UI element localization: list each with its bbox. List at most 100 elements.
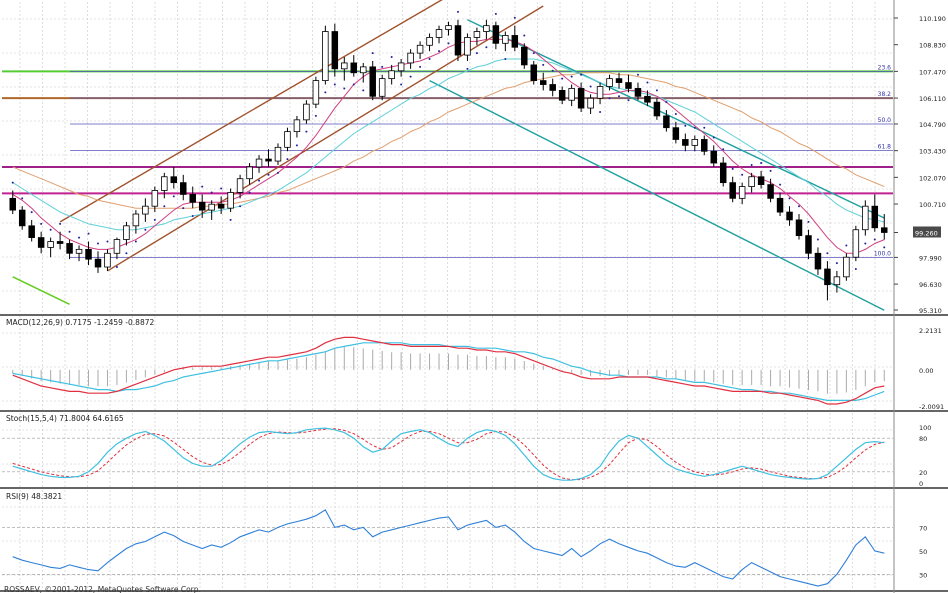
stochastic-tick-label: 100 — [919, 424, 931, 432]
moving-average-slow — [12, 72, 885, 209]
candle-body — [757, 176, 765, 186]
candle-body — [473, 31, 481, 38]
candle-body — [227, 192, 234, 209]
candle-body — [236, 178, 244, 193]
sar-dot — [816, 238, 819, 241]
sar-dot — [267, 173, 270, 176]
sar-dot — [78, 236, 81, 239]
candle-body — [397, 62, 405, 72]
candle-body — [246, 166, 253, 180]
candle-body — [132, 213, 140, 227]
sar-dot — [769, 169, 772, 172]
stochastic-main-line — [12, 427, 885, 481]
sar-dot — [21, 197, 24, 200]
current-price-badge — [913, 226, 941, 238]
candle-body — [37, 237, 45, 248]
sar-dot — [599, 110, 602, 113]
macd-panel — [12, 336, 885, 405]
fibonacci-label: 100.0 — [874, 250, 891, 257]
sar-dot — [798, 205, 801, 208]
moving-average-mid — [12, 58, 885, 231]
sar-dot — [779, 183, 782, 186]
candle-body — [208, 203, 215, 211]
fibonacci-label: 38.2 — [878, 91, 892, 98]
sar-dot — [87, 232, 90, 235]
candle-body — [530, 64, 538, 81]
candle-body — [805, 235, 812, 254]
sar-dot — [589, 85, 592, 88]
candle-body — [881, 227, 888, 233]
candle-body — [596, 86, 604, 99]
price-tick-label: 108.830 — [919, 42, 946, 50]
sar-dot — [163, 205, 166, 208]
sar-dot — [845, 244, 848, 247]
sar-dot — [153, 218, 156, 221]
sar-dot — [504, 58, 507, 61]
candle-body — [558, 90, 566, 101]
macd-tick-label: 2.2131 — [919, 327, 942, 335]
candle-body — [511, 35, 519, 48]
candle-body — [161, 176, 168, 191]
candle-body — [738, 186, 746, 199]
candle-body — [710, 150, 717, 164]
candle-body — [217, 203, 225, 209]
sar-dot — [646, 81, 649, 84]
candle-body — [66, 243, 73, 254]
candle-body — [303, 103, 310, 121]
stochastic-tick-label: 0 — [919, 480, 923, 488]
candle-body — [843, 256, 850, 278]
sar-dot — [854, 267, 857, 270]
sar-dot — [712, 136, 715, 139]
candle-body — [47, 241, 54, 248]
sar-dot — [11, 181, 14, 184]
candle-body — [388, 70, 395, 80]
sar-dot — [220, 187, 223, 190]
candle-body — [644, 95, 651, 103]
candle-body — [198, 201, 206, 211]
candle-body — [729, 182, 736, 199]
candle-body — [786, 211, 793, 221]
sar-dot — [523, 34, 526, 37]
sar-dot — [703, 126, 706, 129]
sar-dot — [400, 83, 403, 86]
candle-body — [113, 239, 121, 254]
sar-dot — [513, 16, 516, 19]
candle-body — [284, 131, 291, 148]
sar-dot — [409, 75, 412, 78]
candle-body — [435, 29, 443, 38]
candle-body — [862, 205, 869, 231]
sar-dot — [655, 89, 658, 92]
candle-body — [502, 35, 509, 44]
sar-dot — [40, 222, 43, 225]
candle-body — [350, 62, 358, 74]
price-tick-label: 106.110 — [919, 95, 946, 103]
candle-body — [28, 225, 35, 238]
sar-dot — [873, 238, 876, 241]
sar-dot — [30, 211, 33, 214]
sar-dot — [362, 89, 365, 92]
sar-dot — [788, 197, 791, 200]
sar-dot — [106, 240, 109, 243]
sar-dot — [428, 58, 431, 61]
sar-dot — [750, 163, 753, 166]
sar-dot — [542, 63, 545, 66]
candle-body — [104, 252, 111, 268]
fibonacci-label: 23.6 — [878, 64, 892, 71]
fibonacci-label: 61.8 — [878, 144, 892, 151]
candle-body — [18, 209, 26, 227]
candle-body — [587, 97, 594, 109]
macd-tick-label: 0.00 — [919, 367, 933, 375]
ascending-channel-upper — [59, 0, 443, 223]
candle-body — [615, 78, 623, 83]
sar-dot — [59, 222, 62, 225]
candle-body — [833, 276, 841, 286]
price-tick-label: 110.190 — [919, 15, 946, 23]
candle-body — [776, 197, 784, 213]
sar-dot — [864, 242, 867, 245]
price-tick-label: 97.990 — [919, 254, 942, 262]
sar-dot — [608, 97, 611, 100]
candle-body — [577, 88, 585, 109]
stochastic-panel — [2, 427, 893, 481]
price-tick-label: 95.310 — [919, 307, 942, 315]
sar-dot — [333, 83, 336, 86]
